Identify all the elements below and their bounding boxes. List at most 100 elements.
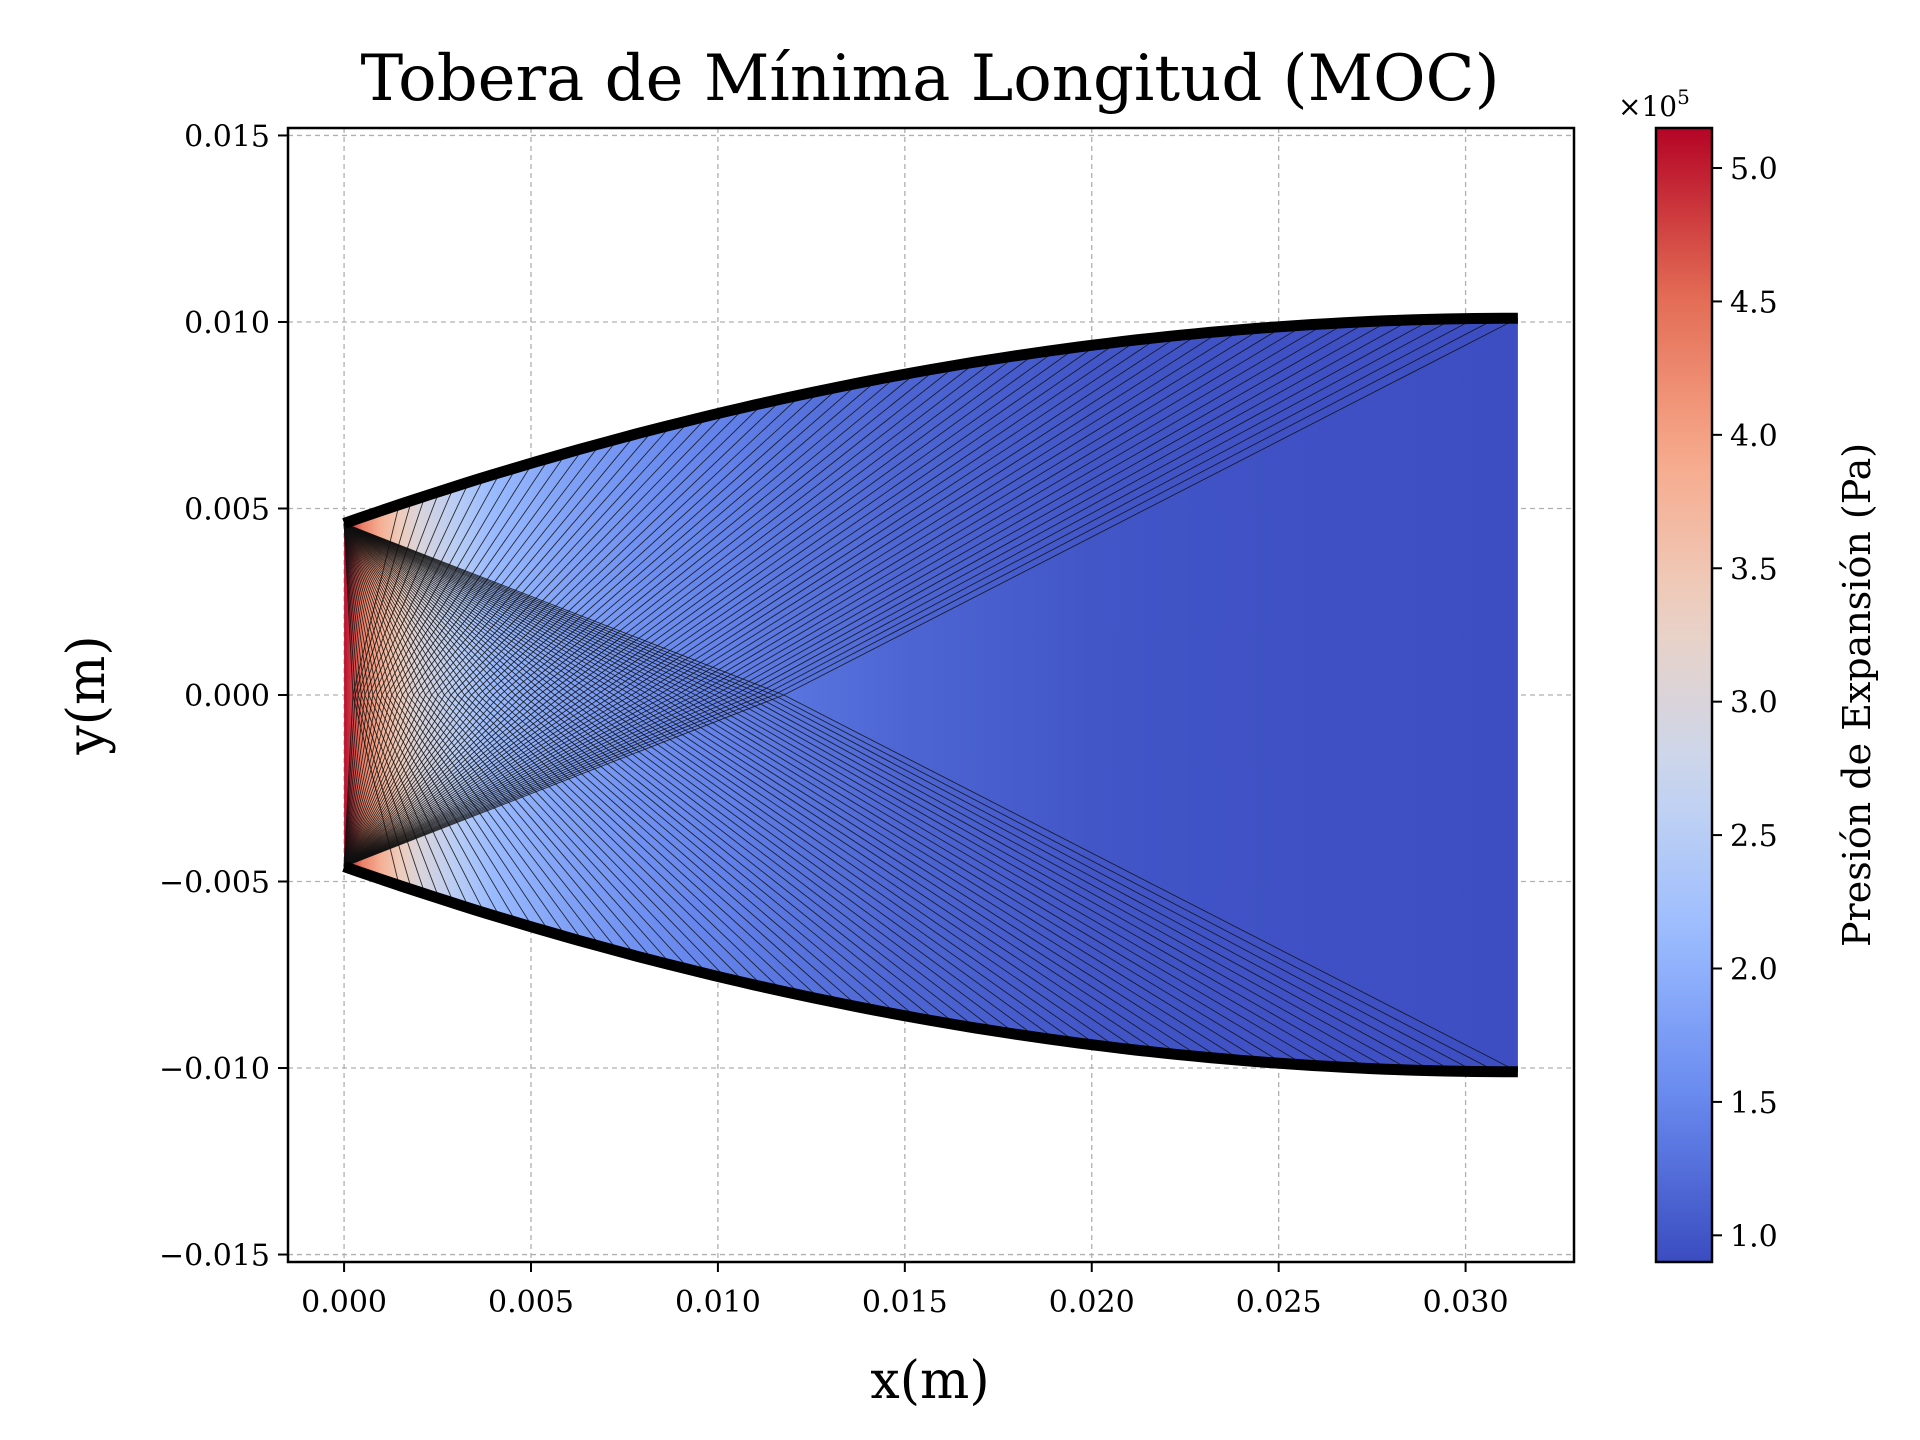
characteristic-line <box>343 523 697 696</box>
x-tick-label: 0.015 <box>862 1285 948 1320</box>
characteristic-line <box>753 318 1454 696</box>
characteristic-line <box>401 448 584 696</box>
characteristic-line <box>343 694 370 867</box>
characteristic-line <box>457 406 746 696</box>
characteristic-line <box>579 349 1057 696</box>
characteristic-line <box>343 523 615 696</box>
characteristic-line <box>343 523 532 696</box>
characteristic-line <box>354 500 412 696</box>
characteristic-line <box>499 694 860 1008</box>
characteristic-line <box>343 523 501 696</box>
characteristic-line <box>364 694 455 904</box>
y-tick-label: −0.010 <box>159 1052 270 1087</box>
characteristic-line <box>571 352 1037 696</box>
characteristic-line <box>343 523 486 696</box>
characteristic-line <box>522 694 918 1019</box>
characteristic-line <box>492 694 840 1004</box>
upper-nozzle-wall <box>342 312 1518 529</box>
characteristic-line <box>343 523 572 696</box>
characteristic-line <box>695 694 1326 1067</box>
colorbar-tick-label: 3.0 <box>1730 686 1778 721</box>
y-axis-label: y(m) <box>57 635 117 755</box>
y-tick-label: 0.000 <box>184 679 270 714</box>
characteristic-line <box>386 462 534 696</box>
characteristic-line <box>343 694 366 867</box>
characteristic-line <box>676 326 1284 696</box>
characteristic-line <box>343 694 362 867</box>
characteristic-line <box>640 694 1201 1058</box>
y-tick-label: 0.010 <box>184 306 270 341</box>
characteristic-line <box>413 438 619 696</box>
characteristic-line <box>343 694 606 867</box>
characteristic-line <box>554 358 997 696</box>
characteristic-line <box>343 523 641 696</box>
characteristic-line <box>431 694 673 966</box>
characteristic-line <box>444 415 709 696</box>
characteristic-line <box>343 523 356 696</box>
characteristic-line <box>343 694 374 867</box>
characteristic-line <box>676 694 1284 1064</box>
x-axis-label: x(m) <box>870 1351 989 1411</box>
characteristic-line <box>431 424 673 696</box>
characteristic-line <box>667 327 1263 696</box>
characteristic-line <box>457 694 746 984</box>
characteristic-line <box>381 467 517 696</box>
characteristic-line <box>478 394 802 696</box>
characteristic-line <box>343 523 420 696</box>
characteristic-line <box>343 523 362 696</box>
colorbar-tick-label: 1.5 <box>1730 1086 1778 1121</box>
characteristic-line <box>343 523 632 696</box>
characteristic-line <box>343 522 785 696</box>
y-axis-ticks: 0.015 0.010 0.005 0.000 −0.005 −0.010 −0.015 <box>159 119 288 1274</box>
characteristic-line <box>343 694 615 867</box>
characteristic-line <box>343 523 378 696</box>
characteristic-line <box>343 694 415 867</box>
characteristic-line <box>343 694 548 867</box>
characteristic-line <box>343 523 580 696</box>
characteristic-line <box>773 317 1497 696</box>
lower-nozzle-wall <box>342 861 1518 1078</box>
characteristic-line <box>444 694 709 975</box>
characteristic-line <box>343 694 632 867</box>
characteristic-line <box>554 694 997 1032</box>
nozzle-flow-area <box>344 318 1518 1072</box>
characteristic-line <box>343 694 725 868</box>
characteristic-line <box>343 523 659 696</box>
characteristic-line <box>343 523 606 696</box>
characteristic-line <box>507 694 879 1012</box>
characteristic-line <box>724 694 1390 1070</box>
characteristic-line <box>343 523 509 696</box>
characteristic-line <box>343 694 393 867</box>
characteristic-line <box>343 694 439 867</box>
characteristic-line <box>343 694 459 867</box>
characteristic-line <box>343 522 745 696</box>
colorbar-tick-label: 1.0 <box>1730 1219 1778 1254</box>
characteristic-line <box>343 694 659 867</box>
characteristic-line <box>613 694 1139 1051</box>
characteristic-line <box>437 420 691 696</box>
characteristic-line <box>343 694 409 867</box>
characteristic-line <box>343 694 764 868</box>
characteristic-line <box>734 694 1411 1071</box>
characteristic-line <box>343 694 735 868</box>
characteristic-line <box>499 382 860 696</box>
characteristic-line <box>372 477 485 696</box>
characteristic-line <box>343 694 398 867</box>
y-tick-label: −0.015 <box>159 1239 270 1274</box>
characteristic-line <box>667 694 1263 1063</box>
characteristic-line <box>343 523 452 696</box>
colorbar-tick-label: 4.5 <box>1730 285 1778 320</box>
characteristic-line <box>368 481 470 696</box>
colorbar-tick-label: 5.0 <box>1730 152 1778 187</box>
characteristic-line <box>579 694 1057 1041</box>
characteristic-line <box>658 694 1242 1061</box>
characteristic-line <box>604 341 1118 696</box>
characteristic-line <box>343 523 366 696</box>
x-tick-label: 0.020 <box>1049 1285 1135 1320</box>
characteristic-line <box>343 694 524 867</box>
characteristic-line <box>343 694 472 867</box>
characteristic-line <box>343 694 486 867</box>
x-tick-label: 0.010 <box>675 1285 761 1320</box>
characteristic-line <box>343 694 420 867</box>
